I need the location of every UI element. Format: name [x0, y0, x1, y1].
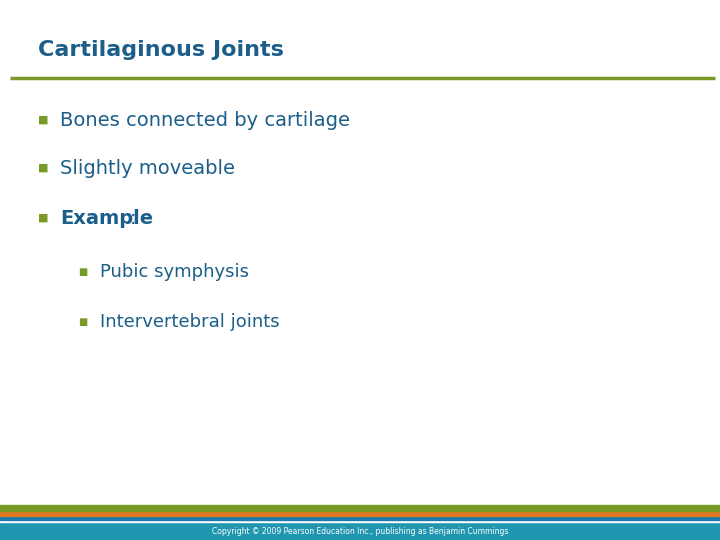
Text: Cartilaginous Joints: Cartilaginous Joints	[38, 40, 284, 60]
Bar	[0, 516, 720, 520]
Text: Pubic symphysis: Pubic symphysis	[100, 263, 249, 281]
Bar	[0, 511, 720, 516]
Text: Example: Example	[60, 208, 153, 227]
Text: Slightly moveable: Slightly moveable	[60, 159, 235, 178]
Text: ■: ■	[38, 115, 48, 125]
Text: ■: ■	[38, 163, 48, 173]
Text: Copyright © 2009 Pearson Education Inc., publishing as Benjamin Cummings: Copyright © 2009 Pearson Education Inc.,…	[212, 526, 508, 536]
Text: ■: ■	[78, 267, 87, 277]
Bar	[0, 522, 720, 540]
Bar	[0, 505, 720, 511]
Text: :: :	[130, 208, 137, 227]
Text: ■: ■	[78, 317, 87, 327]
Text: Intervertebral joints: Intervertebral joints	[100, 313, 279, 331]
Bar	[0, 520, 720, 522]
Text: ■: ■	[38, 213, 48, 223]
Text: Bones connected by cartilage: Bones connected by cartilage	[60, 111, 350, 130]
